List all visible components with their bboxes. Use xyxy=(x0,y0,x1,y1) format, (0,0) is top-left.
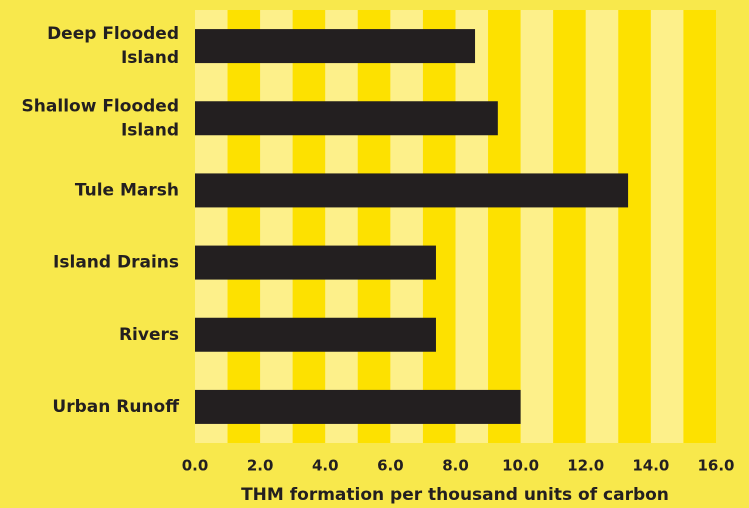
stripe xyxy=(650,10,684,443)
stripe xyxy=(553,10,586,443)
y-tick-label: Island Drains xyxy=(53,253,179,273)
bar xyxy=(195,173,629,208)
stripe xyxy=(325,10,358,443)
bar xyxy=(195,101,498,136)
bar xyxy=(195,317,436,352)
y-tick-label: Tule Marsh xyxy=(75,180,179,200)
plot-background xyxy=(195,10,716,443)
stripe xyxy=(195,10,228,443)
y-tick-label: Deep Flooded Island xyxy=(47,24,179,68)
y-tick-label: Shallow Flooded Island xyxy=(22,96,179,140)
stripe xyxy=(618,10,651,443)
bar xyxy=(195,389,521,424)
x-tick-label: 0.0 xyxy=(182,457,209,475)
stripe xyxy=(683,10,716,443)
x-tick-label: 2.0 xyxy=(247,457,274,475)
stripe xyxy=(260,10,293,443)
y-tick-label: Urban Runoff xyxy=(52,397,179,417)
stripe xyxy=(390,10,423,443)
stripe xyxy=(455,10,489,443)
stripe xyxy=(357,10,391,443)
stripe xyxy=(227,10,261,443)
x-tick-label: 12.0 xyxy=(567,457,604,475)
bar xyxy=(195,245,436,280)
x-tick-label: 4.0 xyxy=(312,457,339,475)
stripe xyxy=(292,10,326,443)
x-tick-label: 14.0 xyxy=(632,457,669,475)
y-tick-label: Rivers xyxy=(119,325,179,345)
x-tick-label: 10.0 xyxy=(502,457,539,475)
stripe xyxy=(520,10,554,443)
x-tick-label: 8.0 xyxy=(442,457,469,475)
bar xyxy=(195,29,476,64)
x-axis-title: THM formation per thousand units of carb… xyxy=(241,485,669,505)
x-tick-label: 16.0 xyxy=(697,457,734,475)
stripe xyxy=(422,10,456,443)
x-tick-label: 6.0 xyxy=(377,457,404,475)
stripe xyxy=(585,10,619,443)
stripe xyxy=(488,10,521,443)
